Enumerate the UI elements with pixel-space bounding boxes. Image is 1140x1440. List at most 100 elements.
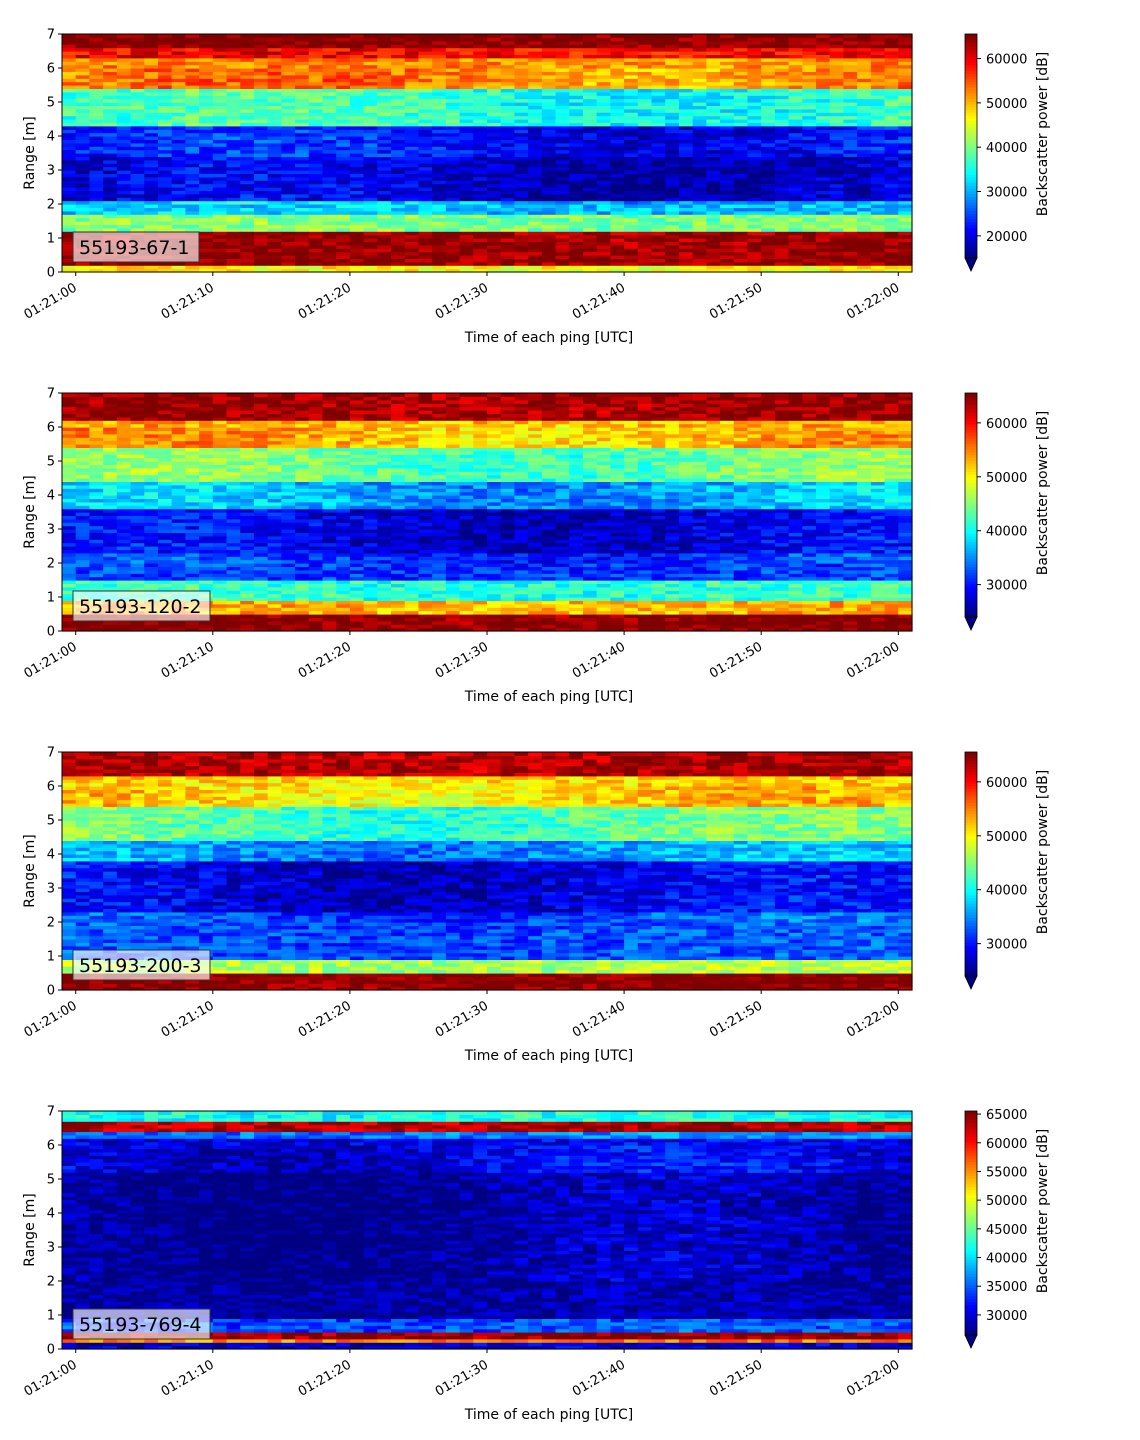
heatmap-cell [377,211,391,215]
heatmap-cell [172,184,186,188]
heatmap-cell [62,133,76,137]
heatmap-cell [322,167,336,171]
heatmap-cell [652,167,666,171]
heatmap-cell [857,184,871,188]
heatmap-cell [295,143,309,147]
heatmap-cell [857,177,871,181]
heatmap-cell [418,150,432,154]
colorbar-tick-label: 60000 [986,53,1027,68]
heatmap-cell [624,160,638,164]
y-tick-label: 1 [47,232,55,247]
heatmap-cell [240,201,254,205]
heatmap-cell [391,133,405,137]
heatmap-cell [213,160,227,164]
heatmap-cell [501,177,515,181]
heatmap-cell [885,265,899,269]
heatmap-cell [734,218,748,222]
heatmap-cell [816,265,830,269]
heatmap-cell [364,167,378,171]
heatmap-cell [802,201,816,205]
heatmap-cell [76,133,90,137]
heatmap-cell [747,184,761,188]
x-tick-label: 01:21:00 [22,280,80,322]
heatmap-cell [76,167,90,171]
heatmap-cell [158,211,172,215]
heatmap-cell [638,143,652,147]
heatmap-cell [747,167,761,171]
heatmap-cell [843,143,857,147]
heatmap-cell [240,133,254,137]
heatmap-cell [213,167,227,171]
heatmap-cell [131,437,145,441]
heatmap-cell [898,245,912,249]
heatmap-cell [473,252,487,256]
heatmap-cell [185,228,199,232]
heatmap-cell [556,150,570,154]
heatmap-cell [624,245,638,249]
heatmap-cell [583,133,597,137]
heatmap-cell [802,177,816,181]
heatmap-cell [76,34,90,38]
panel-label-text: 55193-67-1 [79,237,189,259]
heatmap-cell [501,184,515,188]
heatmap-cell [597,265,611,269]
heatmap-cell [254,252,268,256]
heatmap-cell [747,252,761,256]
heatmap-cell [747,34,761,38]
heatmap-cell [446,167,460,171]
heatmap-cell [322,265,336,269]
heatmap-cell [843,34,857,38]
heatmap-cell [62,167,76,171]
heatmap-cell [131,201,145,205]
heatmap-cell [775,235,789,239]
heatmap-cell [473,194,487,198]
heatmap-cell [802,252,816,256]
heatmap-cell [597,211,611,215]
heatmap-cell [501,211,515,215]
heatmap-cell [460,265,474,269]
heatmap-cell [144,488,158,492]
heatmap-cell [693,218,707,222]
heatmap-cell [185,201,199,205]
heatmap-cell [336,245,350,249]
heatmap-cell [843,235,857,239]
heatmap-cell [254,177,268,181]
heatmap-cell [597,167,611,171]
heatmap-cell [418,252,432,256]
heatmap-cell [514,143,528,147]
heatmap-cell [254,235,268,239]
heatmap-cell [295,201,309,205]
heatmap-cell [295,167,309,171]
heatmap-cell [185,265,199,269]
heatmap-cell [364,34,378,38]
heatmap-cell [734,194,748,198]
heatmap-cell [747,194,761,198]
heatmap-cell [309,252,323,256]
heatmap-cell [76,143,90,147]
heatmap-cell [391,143,405,147]
heatmap-cell [857,245,871,249]
heatmap-cell [446,150,460,154]
heatmap-cell [706,201,720,205]
heatmap-cell [213,177,227,181]
heatmap-cell [665,265,679,269]
heatmap-cell [446,143,460,147]
heatmap-cell [898,160,912,164]
heatmap-cell [158,143,172,147]
heatmap-cell [624,177,638,181]
heatmap-cell [144,133,158,137]
heatmap-cell [377,150,391,154]
heatmap-cell [487,150,501,154]
heatmap-cell [761,201,775,205]
heatmap-cell [652,235,666,239]
heatmap-cell [747,265,761,269]
heatmap-cell [268,252,282,256]
heatmap-cell [117,177,131,181]
heatmap-cell [89,133,103,137]
heatmap-cell [227,211,241,215]
heatmap-cell [281,34,295,38]
heatmap-cell [281,194,295,198]
heatmap-cell [556,167,570,171]
heatmap-cell [789,218,803,222]
